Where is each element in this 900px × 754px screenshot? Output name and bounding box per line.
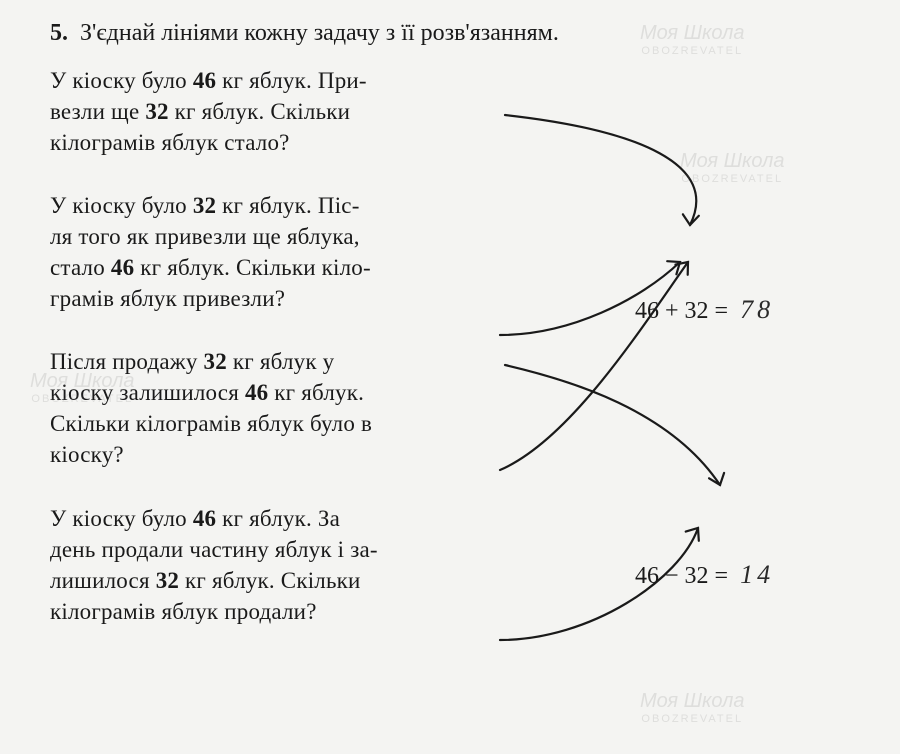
problems-column: У кіоску було 46 кг яблук. При-везли ще … [50,65,490,659]
equation-1: 46 + 32 = 78 [635,295,774,325]
task-instruction: З'єднай лініями кожну задачу з її розв'я… [80,20,559,46]
equation-2: 46 − 32 = 14 [635,560,774,590]
problem-4: У кіоску було 46 кг яблук. Задень продал… [50,503,490,627]
problem-2: У кіоску було 32 кг яблук. Піс-ля того я… [50,190,490,314]
problem-1: У кіоску було 46 кг яблук. При-везли ще … [50,65,490,158]
equation-lhs: 46 − 32 = [635,563,728,589]
handwritten-answer: 14 [740,560,774,589]
task-title: 5. З'єднай лініями кожну задачу з її роз… [50,20,870,47]
solutions-column: 46 + 32 = 78 46 − 32 = 14 [500,65,870,659]
equation-lhs: 46 + 32 = [635,298,728,324]
handwritten-answer: 78 [740,295,774,324]
task-number: 5. [50,20,68,46]
worksheet-page: 5. З'єднай лініями кожну задачу з її роз… [0,0,900,754]
problem-3: Після продажу 32 кг яблук укіоску залиши… [50,346,490,470]
content-columns: У кіоску було 46 кг яблук. При-везли ще … [50,65,870,659]
